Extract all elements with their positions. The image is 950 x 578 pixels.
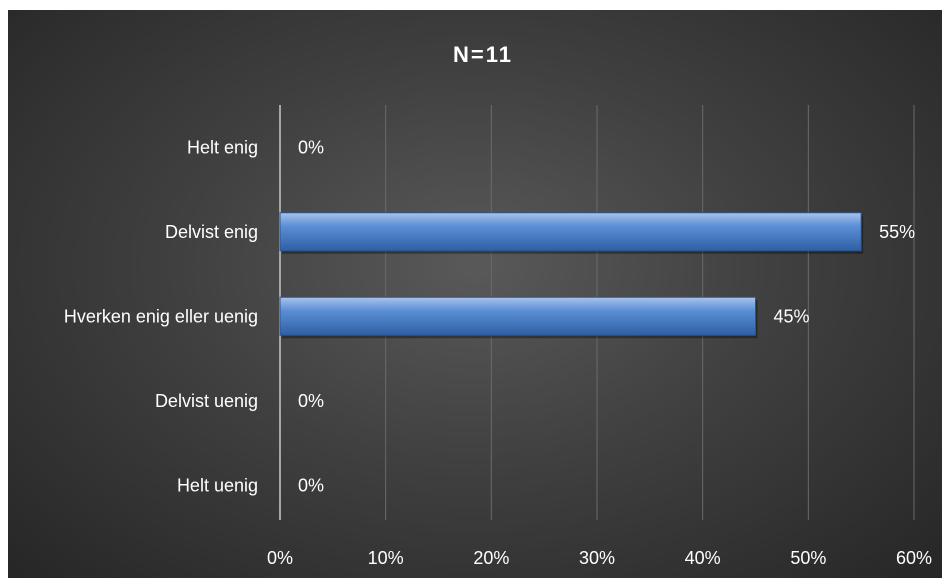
chart-title: N=11 — [453, 42, 513, 67]
x-tick-label: 10% — [368, 548, 404, 568]
data-label: 45% — [774, 306, 810, 326]
bar — [279, 296, 756, 336]
data-label: 55% — [879, 222, 915, 242]
category-label: Delvist uenig — [155, 391, 258, 411]
chart-area: N=11 0% 10% 20% 30% 40% 50% 60% Helt enig 0% Delv… — [8, 10, 942, 578]
bars — [279, 212, 864, 339]
data-label: 0% — [298, 475, 324, 495]
bar-chart: N=11 0% 10% 20% 30% 40% 50% 60% Helt enig 0% Delv… — [64, 42, 932, 568]
category-label: Delvist enig — [165, 222, 258, 242]
labels: 0% 10% 20% 30% 40% 50% 60% Helt enig 0% Delvist e… — [64, 137, 932, 568]
x-tick-label: 50% — [790, 548, 826, 568]
x-tick-label: 60% — [896, 548, 932, 568]
category-label: Hverken enig eller uenig — [64, 306, 258, 326]
category-label: Helt uenig — [177, 475, 258, 495]
x-tick-label: 20% — [473, 548, 509, 568]
x-tick-label: 40% — [685, 548, 721, 568]
data-label: 0% — [298, 391, 324, 411]
x-tick-label: 30% — [579, 548, 615, 568]
bar — [279, 212, 862, 252]
data-label: 0% — [298, 137, 324, 157]
category-label: Helt enig — [187, 137, 258, 157]
x-tick-label: 0% — [267, 548, 293, 568]
